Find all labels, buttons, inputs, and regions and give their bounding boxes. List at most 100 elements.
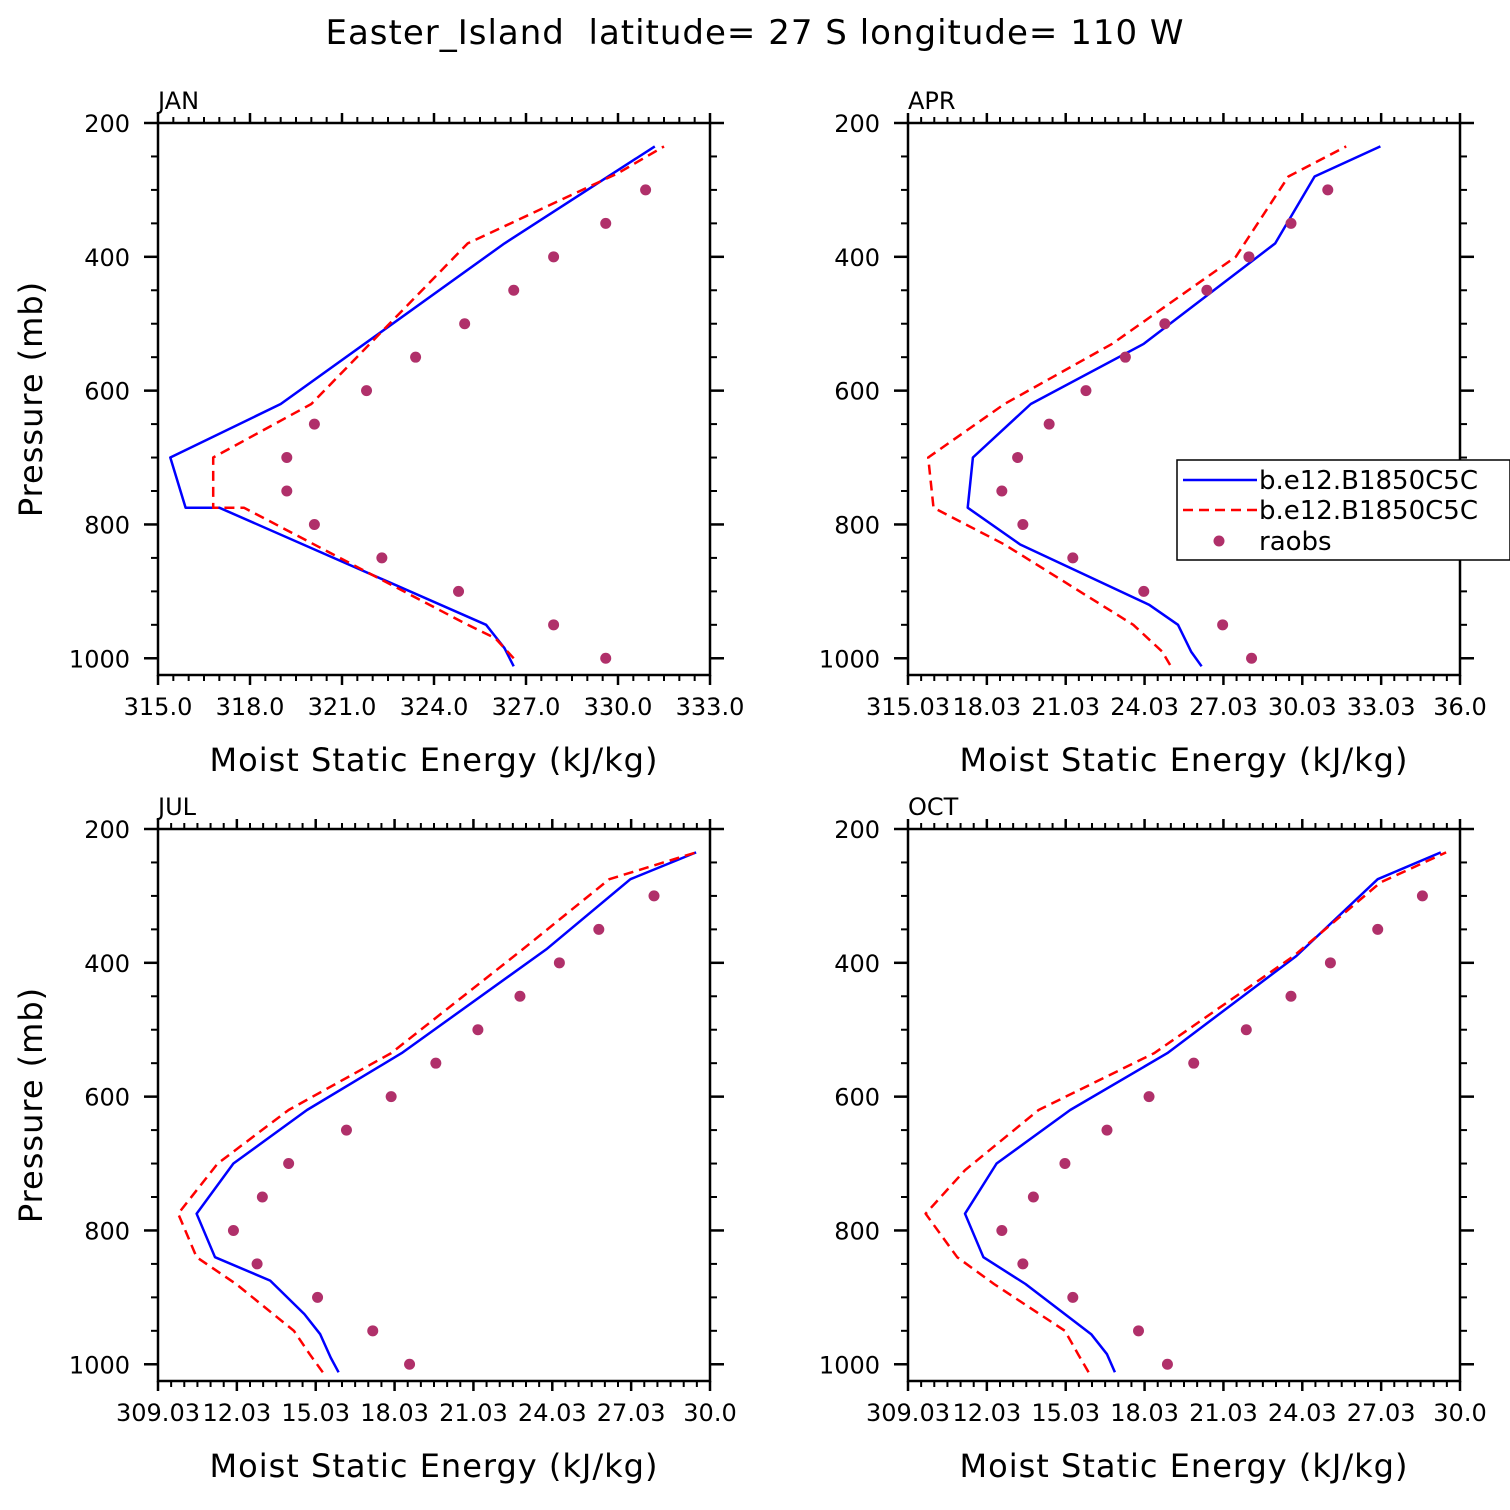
chart-panel-jul: JUL 309.03 12.03 15.03 18.03 21.03 24.03 27.03 3… [12,793,737,1485]
legend-marker-raobs [1213,535,1225,547]
series-line-dashed [176,851,697,1374]
y-tick-label: 200 [84,110,130,138]
x-tick-label: 12.03 [202,1399,271,1427]
raobs-point [996,485,1008,497]
raobs-point [361,385,373,397]
raobs-point [430,1057,442,1069]
raobs-point [1217,619,1229,631]
y-tick-label: 600 [84,1084,130,1112]
raobs-point [1027,1191,1039,1203]
x-tick-label: 309.03 [116,1399,200,1427]
x-tick-label: 321.0 [308,693,377,721]
raobs-point [996,1224,1008,1236]
raobs-point [1201,284,1213,296]
legend-entry: b.e12.B1850C5C [1259,496,1478,526]
x-axis-label: Moist Static Energy (kJ/kg) [960,1447,1409,1485]
raobs-point [1119,351,1131,363]
raobs-point [1017,518,1029,530]
raobs-point [1067,552,1079,564]
legend-entry: b.e12.B1850C5C [1259,466,1478,496]
raobs-point [410,351,422,363]
y-tick-label: 1000 [819,645,880,673]
raobs-point [514,990,526,1002]
chart-panel-oct: OCT 309.03 12.03 15.03 18.03 21.03 24.03 27.03 3… [819,793,1487,1485]
chart-panel-jan: JAN 315.0 318.0 321.0 324.0 327.0 330.0 333.0 20… [12,87,744,779]
x-tick-label: 24.03 [1110,693,1179,721]
raobs-point [1043,418,1055,430]
series-line-dashed [211,145,665,660]
raobs-point [553,957,565,969]
x-tick-label: 12.03 [952,1399,1021,1427]
raobs-point [640,184,652,196]
y-tick-label: 1000 [819,1351,880,1379]
x-tick-label: 21.03 [1189,1399,1258,1427]
raobs-point [1143,1091,1155,1103]
y-tick-label: 800 [834,1217,880,1245]
raobs-point [1416,890,1428,902]
x-axis-label: Moist Static Energy (kJ/kg) [210,1447,659,1485]
x-tick-label: 327.0 [492,693,561,721]
x-tick-label: 315.0 [124,693,193,721]
x-tick-label: 309.03 [866,1399,950,1427]
series-line-dashed [924,851,1447,1373]
y-tick-label: 200 [84,816,130,844]
y-tick-label: 200 [834,110,880,138]
x-tick-label: 27.03 [1189,693,1258,721]
x-tick-label: 30.0 [1433,1399,1486,1427]
raobs-point [600,217,612,229]
raobs-point [283,1158,295,1170]
series-line-solid [169,145,656,667]
raobs-point [256,1191,268,1203]
plot-frame [156,121,712,677]
raobs-point [548,251,560,263]
raobs-point [1322,184,1334,196]
x-tick-label: 15.03 [281,1399,350,1427]
plot-frame [156,827,712,1383]
raobs-point [340,1124,352,1136]
x-tick-label: 30.0 [683,1399,736,1427]
raobs-point [1138,585,1150,597]
raobs-point [376,552,388,564]
raobs-point [1188,1057,1200,1069]
raobs-point [1017,1258,1029,1270]
raobs-point [1285,990,1297,1002]
raobs-point [1059,1158,1071,1170]
raobs-point [1067,1291,1079,1303]
raobs-point [1159,318,1171,330]
plot-frame [906,121,1462,677]
y-tick-label: 600 [834,378,880,406]
figure-title: Easter_Island latitude= 27 S longitude= … [325,13,1184,53]
x-tick-label: 330.0 [584,693,653,721]
raobs-point [1080,385,1092,397]
x-tick-label: 36.0 [1433,693,1486,721]
raobs-point [1372,923,1384,935]
raobs-point [1324,957,1336,969]
raobs-point [308,418,320,430]
panel-label: JUL [156,793,197,821]
x-tick-label: 33.03 [1347,693,1416,721]
x-tick-label: 18.03 [1110,1399,1179,1427]
raobs-point [472,1024,484,1036]
y-tick-label: 400 [84,950,130,978]
y-tick-label: 800 [84,511,130,539]
panel-label: APR [908,87,956,115]
x-tick-label: 15.03 [1031,1399,1100,1427]
panel-label: OCT [908,793,959,821]
x-tick-label: 30.03 [1268,693,1337,721]
y-axis-label: Pressure (mb) [12,281,50,517]
raobs-point [1240,1024,1252,1036]
x-tick-label: 24.03 [518,1399,587,1427]
y-tick-label: 800 [84,1217,130,1245]
raobs-point [548,619,560,631]
raobs-point [367,1325,379,1337]
raobs-point [281,485,293,497]
x-axis-label: Moist Static Energy (kJ/kg) [960,741,1409,779]
y-tick-label: 200 [834,816,880,844]
y-tick-label: 400 [84,244,130,272]
legend-entry: raobs [1259,527,1332,557]
raobs-point [312,1291,324,1303]
y-tick-label: 600 [834,1084,880,1112]
